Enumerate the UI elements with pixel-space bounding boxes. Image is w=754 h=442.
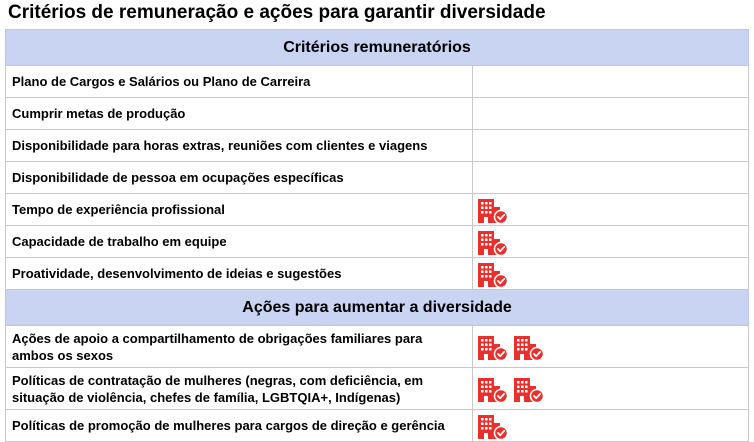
- row-icons: [471, 65, 750, 98]
- criteria-table: Critérios remuneratórios Plano de Cargos…: [4, 29, 750, 442]
- section-header-row: Critérios remuneratórios: [4, 29, 750, 66]
- table-row: Plano de Cargos e Salários ou Plano de C…: [5, 65, 750, 98]
- table-row: Capacidade de trabalho em equipe: [5, 225, 750, 258]
- table-row: Proatividade, desenvolvimento de ideias …: [5, 257, 750, 290]
- table-row: Ações de apoio a compartilhamento de obr…: [5, 325, 750, 368]
- row-label: Proatividade, desenvolvimento de ideias …: [5, 257, 473, 290]
- table-row: Cumprir metas de produção: [5, 97, 750, 130]
- row-icons: [471, 97, 750, 130]
- row-icons: [471, 257, 750, 290]
- building-check-icon: [513, 335, 545, 361]
- table-row: Políticas de contratação de mulheres (ne…: [5, 367, 750, 410]
- row-icons: [471, 409, 750, 442]
- row-label: Plano de Cargos e Salários ou Plano de C…: [5, 65, 473, 98]
- row-icons: [471, 161, 750, 194]
- table-row: Políticas de promoção de mulheres para c…: [5, 409, 750, 442]
- row-icons: [471, 225, 750, 258]
- building-check-icon: [477, 262, 509, 288]
- building-check-icon: [477, 377, 509, 403]
- row-icons: [471, 325, 750, 368]
- row-label: Políticas de contratação de mulheres (ne…: [5, 367, 473, 410]
- row-label: Capacidade de trabalho em equipe: [5, 225, 473, 258]
- table-row: Disponibilidade de pessoa em ocupações e…: [5, 161, 750, 194]
- row-label: Ações de apoio a compartilhamento de obr…: [5, 325, 473, 368]
- section-header-remuneration: Critérios remuneratórios: [4, 29, 750, 66]
- row-label: Disponibilidade de pessoa em ocupações e…: [5, 161, 473, 194]
- building-check-icon: [477, 198, 509, 224]
- row-icons: [471, 129, 750, 162]
- table-row: Disponibilidade para horas extras, reuni…: [5, 129, 750, 162]
- page-title: Critérios de remuneração e ações para ga…: [8, 2, 546, 23]
- row-label: Tempo de experiência profissional: [5, 193, 473, 226]
- building-check-icon: [477, 230, 509, 256]
- row-icons: [471, 193, 750, 226]
- building-check-icon: [477, 335, 509, 361]
- row-label: Cumprir metas de produção: [5, 97, 473, 130]
- building-check-icon: [513, 377, 545, 403]
- row-icons: [471, 367, 750, 410]
- section-header-diversity: Ações para aumentar a diversidade: [4, 289, 750, 326]
- section-header-row: Ações para aumentar a diversidade: [4, 289, 750, 326]
- table-row: Tempo de experiência profissional: [5, 193, 750, 226]
- row-label: Disponibilidade para horas extras, reuni…: [5, 129, 473, 162]
- row-label: Políticas de promoção de mulheres para c…: [5, 409, 473, 442]
- building-check-icon: [477, 414, 509, 440]
